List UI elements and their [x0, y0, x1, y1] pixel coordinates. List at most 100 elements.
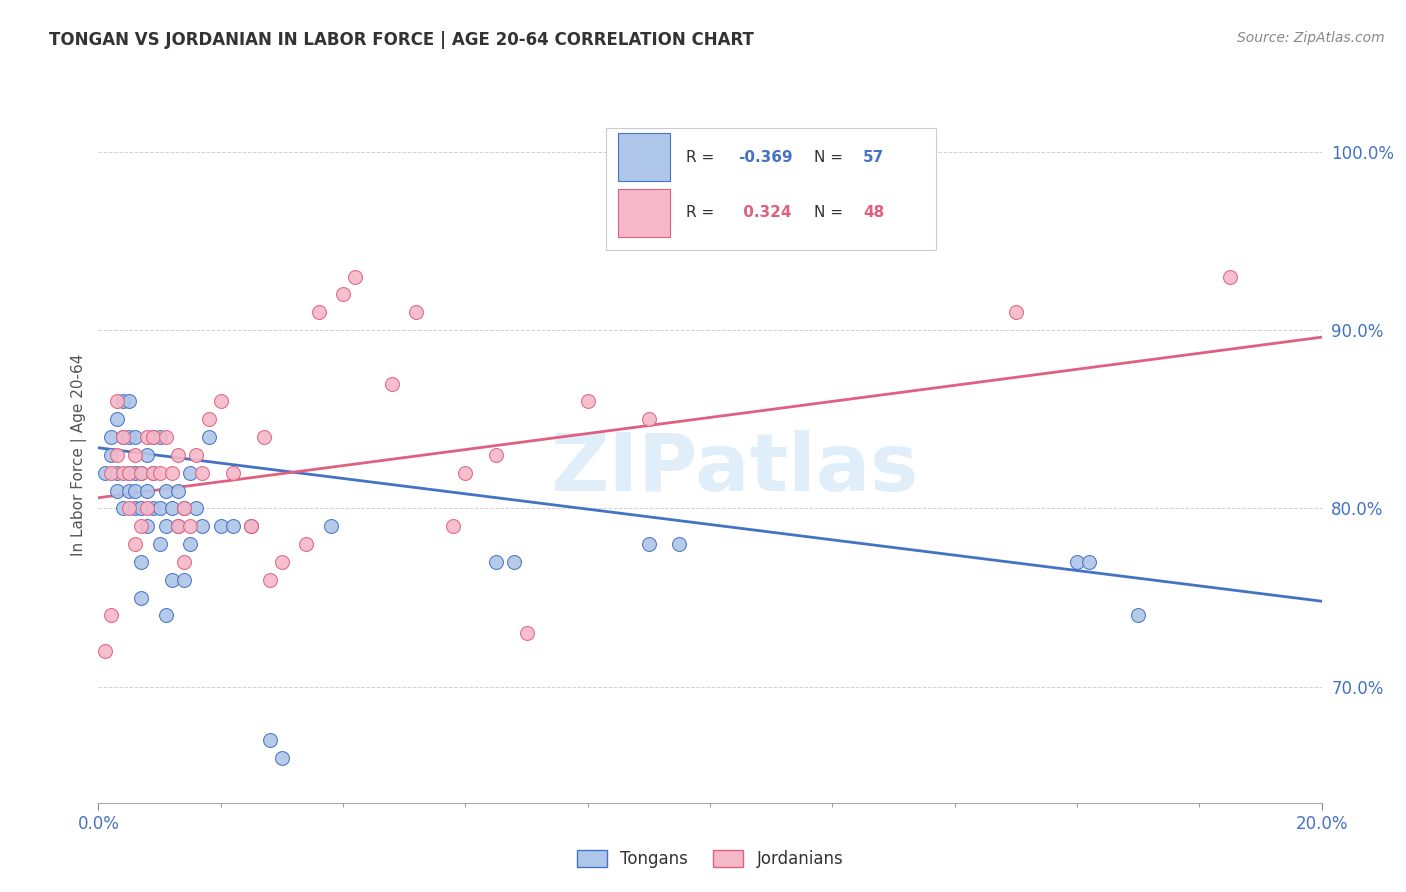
Point [142, 430, 165, 444]
Point [111, 430, 134, 444]
Point [136, 430, 159, 444]
Y-axis label: In Labor Force | Age 20-64: In Labor Force | Age 20-64 [72, 354, 87, 556]
Point [129, 466, 152, 480]
Point [149, 537, 172, 551]
Text: -0.369: -0.369 [738, 150, 793, 165]
Point [167, 483, 190, 498]
Point [93, 644, 115, 658]
Point [576, 394, 599, 409]
Point [160, 573, 183, 587]
Text: TONGAN VS JORDANIAN IN LABOR FORCE | AGE 20-64 CORRELATION CHART: TONGAN VS JORDANIAN IN LABOR FORCE | AGE… [49, 31, 754, 49]
Point [100, 448, 122, 462]
Point [142, 501, 165, 516]
Legend: Tongans, Jordanians: Tongans, Jordanians [571, 843, 849, 874]
Point [167, 519, 190, 533]
Point [124, 448, 146, 462]
Point [149, 466, 172, 480]
Point [118, 466, 141, 480]
Point [209, 394, 232, 409]
Point [129, 555, 152, 569]
Point [124, 430, 146, 444]
Point [118, 430, 141, 444]
Point [259, 573, 281, 587]
Point [124, 466, 146, 480]
Point [118, 466, 141, 480]
Point [319, 519, 342, 533]
Point [142, 466, 165, 480]
Point [197, 430, 219, 444]
Point [186, 501, 208, 516]
Point [1004, 305, 1026, 319]
Point [270, 555, 292, 569]
Point [129, 591, 152, 605]
Point [129, 519, 152, 533]
Text: Source: ZipAtlas.com: Source: ZipAtlas.com [1237, 31, 1385, 45]
FancyBboxPatch shape [619, 189, 669, 237]
Point [179, 466, 201, 480]
Point [173, 573, 195, 587]
Point [100, 430, 122, 444]
Point [100, 466, 122, 480]
Point [118, 394, 141, 409]
Point [129, 466, 152, 480]
Point [118, 483, 141, 498]
Point [93, 466, 115, 480]
Point [222, 466, 245, 480]
Point [111, 394, 134, 409]
Point [136, 483, 159, 498]
Text: ZIPatlas: ZIPatlas [550, 430, 918, 508]
FancyBboxPatch shape [606, 128, 936, 250]
Point [405, 305, 427, 319]
Point [637, 412, 661, 426]
Point [155, 608, 177, 623]
Text: N =: N = [814, 150, 848, 165]
Point [111, 430, 134, 444]
Point [516, 626, 538, 640]
Point [100, 608, 122, 623]
Point [668, 537, 690, 551]
Point [191, 519, 214, 533]
Point [142, 466, 165, 480]
Text: R =: R = [686, 150, 718, 165]
Text: 57: 57 [863, 150, 884, 165]
Point [179, 537, 201, 551]
Point [105, 394, 128, 409]
Point [1078, 555, 1101, 569]
Point [124, 483, 146, 498]
Point [209, 519, 232, 533]
Point [637, 537, 661, 551]
Point [485, 555, 508, 569]
Point [381, 376, 404, 391]
Point [173, 555, 195, 569]
Point [1128, 608, 1150, 623]
Point [167, 448, 190, 462]
Text: N =: N = [814, 205, 848, 220]
Text: 48: 48 [863, 205, 884, 220]
Point [118, 501, 141, 516]
Point [344, 269, 367, 284]
Point [105, 448, 128, 462]
Point [270, 751, 292, 765]
Point [155, 519, 177, 533]
Point [136, 519, 159, 533]
Point [111, 466, 134, 480]
Point [105, 412, 128, 426]
Point [167, 519, 190, 533]
Point [124, 537, 146, 551]
Point [197, 412, 219, 426]
Point [441, 519, 464, 533]
Text: R =: R = [686, 205, 718, 220]
Point [136, 448, 159, 462]
Point [173, 501, 195, 516]
Point [142, 430, 165, 444]
Text: 0.324: 0.324 [738, 205, 792, 220]
Point [240, 519, 263, 533]
Point [173, 501, 195, 516]
Point [308, 305, 330, 319]
Point [136, 501, 159, 516]
Point [155, 483, 177, 498]
Point [160, 501, 183, 516]
Point [160, 466, 183, 480]
Point [111, 501, 134, 516]
Point [105, 466, 128, 480]
